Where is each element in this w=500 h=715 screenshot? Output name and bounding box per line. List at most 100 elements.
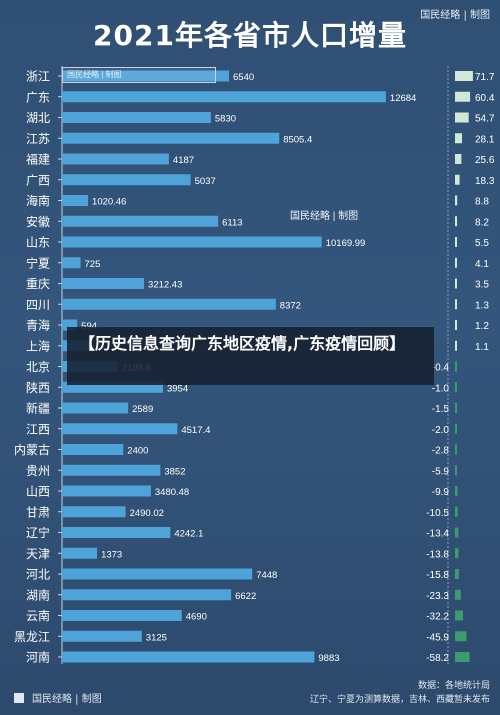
bar-value-label: 1373	[101, 549, 122, 560]
bar	[62, 112, 211, 123]
category-label: 江西	[26, 422, 50, 436]
increment-label: -13.4	[426, 529, 449, 540]
category-label: 海南	[26, 193, 50, 208]
increment-mark	[455, 174, 460, 185]
increment-mark	[455, 403, 457, 413]
increment-mark	[455, 444, 457, 455]
watermark-center-label: 国民经略 | 制图	[290, 211, 359, 222]
increment-mark	[455, 237, 457, 247]
bar	[62, 547, 98, 559]
increment-label: 3.5	[475, 280, 489, 291]
category-label: 上海	[26, 338, 50, 353]
category-label: 贵州	[26, 464, 50, 478]
increment-mark	[455, 91, 471, 102]
category-label: 黑龙江	[14, 630, 50, 644]
bar	[62, 319, 78, 331]
increment-label: -15.8	[426, 570, 449, 581]
increment-mark	[455, 589, 461, 600]
bar	[62, 651, 315, 663]
increment-mark	[455, 652, 470, 662]
increment-mark	[455, 112, 469, 123]
bar	[62, 423, 178, 435]
bar	[62, 298, 276, 310]
bar-value-label: 4242.1	[174, 529, 203, 540]
bar-value-label: 3212.43	[148, 280, 182, 291]
category-label: 陕西	[26, 380, 50, 395]
category-label: 河南	[26, 650, 50, 665]
increment-label: -5.9	[432, 466, 450, 477]
increment-mark	[455, 465, 457, 476]
category-label: 湖南	[26, 587, 50, 602]
bar-value-label: 2589	[132, 404, 153, 415]
bar-value-label: 4690	[186, 612, 207, 623]
overlay-caption[interactable]: 【历史信息查询广东地区疫情,广东疫情回顾】	[67, 327, 434, 385]
bar-value-label: 725	[85, 259, 101, 270]
bar	[62, 257, 81, 269]
bar-value-label: 3852	[164, 466, 185, 477]
bar	[62, 610, 182, 621]
increment-label: 1.1	[475, 342, 489, 353]
bar	[62, 589, 232, 601]
bar-value-label: 9883	[318, 653, 339, 664]
bar	[62, 381, 163, 393]
increment-mark	[455, 548, 459, 559]
source-line-2: 辽宁、宁夏为测算数据，吉林、西藏暂未发布	[309, 694, 490, 704]
bar-value-label: 7448	[256, 570, 277, 581]
bar	[62, 464, 161, 476]
category-label: 云南	[26, 608, 50, 623]
bar	[62, 568, 253, 580]
category-label: 天津	[26, 547, 50, 561]
bar	[62, 236, 322, 248]
increment-label: 54.7	[475, 114, 495, 125]
category-label: 山东	[26, 236, 50, 250]
increment-label: -32.2	[426, 612, 449, 623]
bar-value-label: 2400	[127, 446, 148, 457]
bar	[62, 485, 151, 497]
bar-value-label: 6540	[233, 72, 254, 83]
category-label: 四川	[26, 298, 50, 312]
bar-value-label: 5037	[195, 176, 216, 187]
bar	[62, 527, 171, 538]
increment-label: 1.3	[475, 300, 489, 311]
category-label: 宁夏	[26, 255, 50, 270]
increment-label: 8.8	[475, 197, 489, 208]
bar-value-label: 4187	[173, 155, 194, 166]
bar-value-label: 2490.02	[130, 508, 164, 519]
bar	[62, 506, 126, 518]
source-line-1: 数据：各地统计局	[417, 680, 490, 690]
increment-mark	[455, 195, 458, 206]
category-label: 湖北	[26, 110, 50, 125]
category-label: 山西	[26, 485, 50, 499]
footer-brand: 国民经略 | 制图	[14, 690, 102, 705]
bar-value-label: 10169.99	[326, 238, 366, 249]
bar	[62, 174, 191, 186]
category-label: 江苏	[26, 132, 50, 146]
bar	[62, 278, 145, 289]
bar	[62, 132, 280, 144]
bar-value-label: 8372	[280, 300, 301, 311]
bar	[62, 444, 124, 455]
increment-label: -23.3	[426, 591, 449, 602]
increment-mark	[455, 569, 459, 579]
category-label: 内蒙古	[14, 442, 50, 457]
category-label: 安徽	[26, 214, 50, 229]
brand-top-label: 国民经略 | 制图	[420, 10, 490, 21]
increment-mark	[455, 340, 457, 351]
increment-label: 8.2	[475, 217, 489, 228]
bar-value-label: 12684	[390, 93, 416, 104]
category-label: 新疆	[26, 401, 50, 416]
increment-label: 71.7	[475, 72, 495, 83]
increment-mark	[455, 527, 459, 538]
footer-brand-label: 国民经略 | 制图	[32, 694, 102, 705]
category-label: 浙江	[26, 70, 50, 84]
increment-label: -10.5	[426, 508, 449, 519]
bar-value-label: 6622	[235, 591, 256, 602]
bar-value-label: 4517.4	[181, 425, 210, 436]
increment-label: -45.9	[426, 632, 449, 643]
bar-value-label: 3125	[146, 632, 167, 643]
increment-label: -58.2	[426, 653, 449, 664]
category-label: 广西	[26, 173, 50, 187]
increment-label: 1.2	[475, 321, 489, 332]
bar	[62, 195, 89, 206]
